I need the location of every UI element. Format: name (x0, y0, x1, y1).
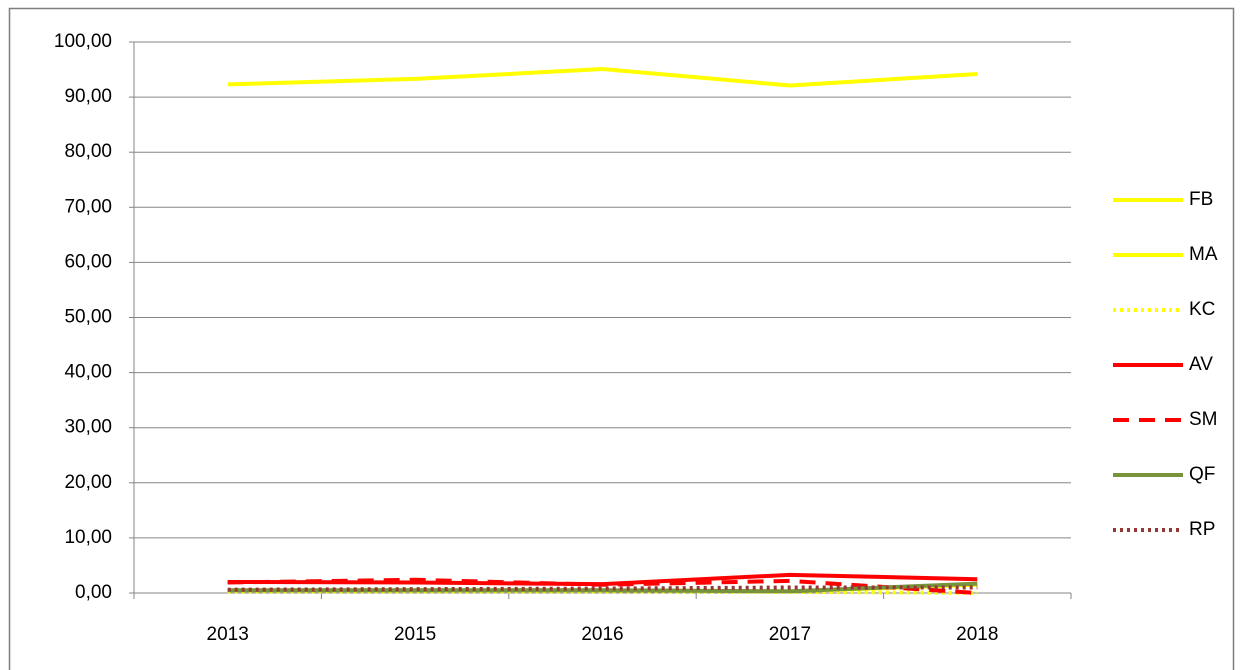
x-tick-label: 2015 (394, 624, 436, 645)
y-tick-label: 50,00 (64, 307, 112, 328)
series-line (227, 577, 978, 595)
series-line (227, 589, 978, 595)
legend-label: KC (1189, 299, 1215, 320)
y-tick-label: 40,00 (64, 362, 112, 383)
y-tick-label: 80,00 (64, 141, 112, 162)
series-line (227, 585, 978, 592)
y-tick-label: 20,00 (64, 472, 112, 493)
x-tick-label: 2013 (207, 624, 249, 645)
y-tick-label: 0,00 (75, 582, 112, 603)
legend-label: AV (1189, 354, 1213, 375)
y-tick-label: 60,00 (64, 251, 112, 272)
y-tick-label: 10,00 (64, 527, 112, 548)
legend-label: SM (1189, 409, 1218, 430)
y-tick-label: 100,00 (54, 31, 112, 52)
y-tick-label: 70,00 (64, 196, 112, 217)
x-tick-label: 2018 (956, 624, 998, 645)
legend-label: MA (1189, 244, 1218, 265)
x-tick-label: 2017 (769, 624, 811, 645)
y-tick-label: 90,00 (64, 86, 112, 107)
x-tick-label: 2016 (581, 624, 623, 645)
y-tick-label: 30,00 (64, 417, 112, 438)
chart-border (8, 7, 1235, 670)
legend-label: RP (1189, 519, 1215, 540)
legend-label: QF (1189, 464, 1215, 485)
series-line (227, 66, 978, 88)
legend-label: FB (1189, 189, 1213, 210)
